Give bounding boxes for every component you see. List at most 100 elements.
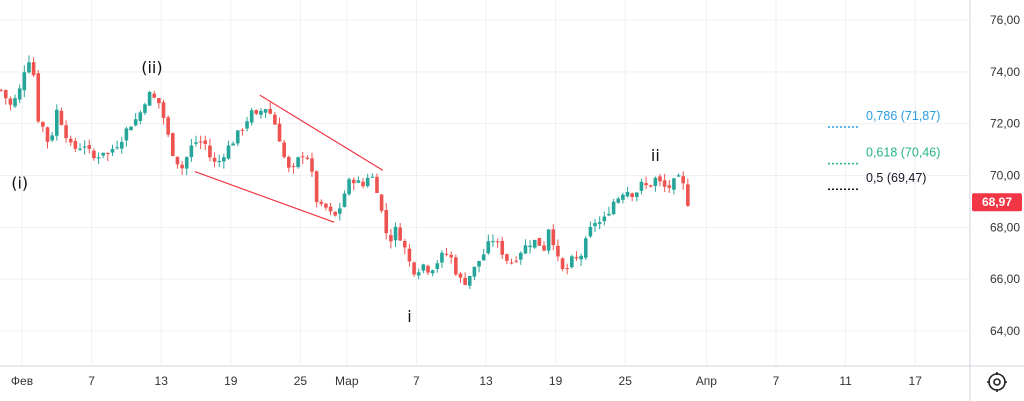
candle-body	[648, 185, 653, 187]
chart-settings-button[interactable]	[984, 369, 1010, 395]
fib-level-label: 0,618 (70,46)	[866, 146, 940, 160]
candle-body	[607, 213, 611, 216]
candle-body	[143, 104, 147, 113]
candle-body	[565, 268, 569, 270]
candle-body	[305, 157, 310, 159]
candle-body	[64, 125, 68, 139]
candle-body	[96, 157, 101, 159]
candle-body	[472, 266, 477, 277]
candle-body	[593, 223, 597, 227]
candle-body	[519, 253, 523, 260]
wave-label: (i)	[11, 173, 28, 192]
candle-body	[579, 255, 583, 260]
candle-body	[226, 145, 231, 159]
candle-body	[189, 145, 194, 158]
candle-body	[319, 201, 324, 204]
time-axis[interactable]: Фев 7 13 19 25 Мар 7 13 19 25 Апр 7 11 17	[0, 365, 1024, 388]
candle-body	[282, 142, 286, 158]
candle-body	[300, 156, 305, 158]
candle-body	[314, 171, 319, 203]
fib-level-label: 0,5 (69,47)	[866, 171, 926, 185]
candle-body	[310, 158, 314, 172]
candle-body	[263, 109, 268, 113]
x-tick-label: 11	[839, 374, 852, 388]
candle-body	[157, 97, 161, 104]
wave-annotations: (i)(ii)iii	[11, 58, 660, 326]
candle-body	[583, 238, 588, 258]
x-tick-label: 17	[909, 374, 923, 388]
y-tick-label: 66,00	[990, 272, 1020, 286]
wave-label: i	[407, 307, 411, 326]
candle-body	[440, 252, 444, 263]
candle-body	[375, 176, 379, 193]
candle-body	[0, 89, 3, 91]
candle-body	[3, 90, 8, 99]
candle-body	[296, 157, 300, 168]
last-price-tag	[972, 193, 1022, 212]
candle-body	[477, 261, 481, 267]
candle-body	[268, 108, 273, 114]
candle-body	[389, 235, 393, 242]
x-tick-label: 7	[413, 374, 420, 388]
candle-body	[115, 147, 119, 149]
x-tick-label: 19	[549, 374, 563, 388]
wave-label: (ii)	[141, 58, 162, 77]
candle-body	[203, 140, 208, 144]
candle-body	[17, 88, 22, 100]
candle-body	[384, 210, 389, 234]
candle-body	[198, 141, 203, 143]
candle-body	[59, 110, 64, 125]
candle-body	[161, 102, 166, 118]
price-axis[interactable]: 64,00 66,00 68,00 70,00 72,00 74,00 76,00 68,97	[969, 0, 1022, 401]
last-price-label: 68,97	[982, 195, 1012, 209]
candle-body	[259, 110, 263, 115]
y-tick-label: 64,00	[990, 324, 1020, 338]
x-tick-label: Мар	[335, 374, 359, 388]
candle-body	[101, 152, 105, 156]
candle-body	[653, 177, 658, 186]
candle-body	[486, 241, 491, 254]
candle-body	[22, 72, 27, 91]
candle-body	[574, 257, 579, 259]
candle-body	[240, 129, 245, 131]
candle-body	[602, 216, 607, 222]
candle-body	[277, 123, 282, 142]
candle-body	[222, 157, 226, 162]
candle-body	[347, 179, 351, 195]
candle-body	[13, 98, 17, 107]
trendlines[interactable]	[194, 94, 384, 223]
candle-body	[463, 277, 467, 285]
candle-body	[621, 194, 625, 200]
candle-body	[27, 62, 31, 73]
fib-levels: 0,786 (71,87) 0,618 (70,46) 0,5 (69,47)	[828, 109, 940, 190]
candle-body	[681, 176, 685, 184]
candle-body	[110, 148, 115, 153]
candle-body	[92, 150, 96, 159]
candle-body	[351, 179, 356, 184]
candle-body	[407, 248, 412, 262]
x-tick-label: Фев	[11, 374, 33, 388]
candle-body	[532, 239, 537, 248]
candle-body	[45, 127, 50, 142]
candle-body	[235, 130, 240, 144]
candle-body	[342, 193, 347, 207]
candle-body	[55, 109, 59, 136]
candle-body	[686, 184, 690, 206]
x-tick-label: Апр	[696, 374, 718, 388]
candle-body	[138, 112, 143, 121]
candle-body	[152, 93, 157, 98]
wave-label: ii	[651, 146, 660, 165]
candle-body	[287, 157, 291, 168]
candle-body	[208, 145, 212, 158]
y-tick-label: 76,00	[990, 13, 1020, 27]
candle-body	[454, 257, 458, 275]
candle-body	[570, 256, 574, 268]
candle-body	[184, 157, 189, 169]
candle-body	[82, 146, 87, 148]
candle-body	[249, 110, 254, 123]
candle-body	[616, 198, 621, 203]
candle-body	[78, 148, 82, 150]
x-tick-label: 19	[224, 374, 238, 388]
